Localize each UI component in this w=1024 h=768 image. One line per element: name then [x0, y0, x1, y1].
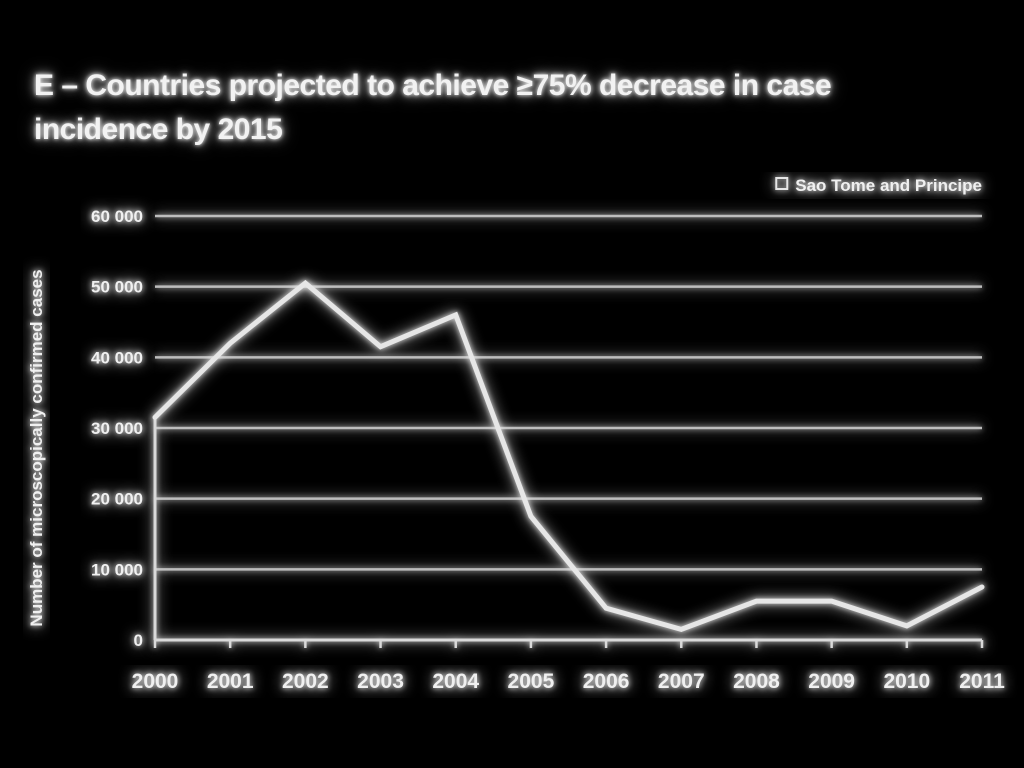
x-tick-label: 2010	[883, 670, 930, 693]
data-point-2008	[754, 599, 759, 604]
x-tick-label: 2008	[733, 670, 780, 693]
x-tick-labels: 2000 2001 2002 2003 2004 2005 2006 2007 2008 2009…	[132, 670, 1005, 693]
legend-label: Sao Tome and Principe	[795, 176, 982, 195]
data-point-2011	[980, 585, 984, 589]
data-point-2009	[829, 599, 834, 604]
data-point-2004	[453, 312, 458, 317]
y-tick-labels: 0 10 000 20 000 30 000 40 000 50 000 60 000	[91, 207, 143, 650]
y-tick-label: 0	[134, 631, 143, 650]
y-axis-label: Number of microscopically confirmed case…	[27, 269, 46, 626]
data-point-2007	[679, 627, 684, 632]
y-tick-label: 20 000	[91, 490, 143, 509]
x-tick-label: 2000	[132, 670, 179, 693]
y-tick-label: 40 000	[91, 348, 143, 367]
y-tick-label: 50 000	[91, 278, 143, 297]
x-tick-label: 2009	[808, 670, 855, 693]
series-line-0	[152, 279, 985, 633]
series-layer	[152, 279, 985, 633]
y-tick-label: 60 000	[91, 207, 143, 226]
x-tick-label: 2002	[282, 670, 329, 693]
chart-title: E – Countries projected to achieve ≥75% …	[34, 69, 832, 146]
x-tick-label: 2005	[508, 670, 555, 693]
data-point-2000	[153, 415, 157, 420]
data-point-2003	[378, 344, 383, 349]
x-tick-label: 2004	[432, 670, 479, 693]
data-point-2001	[228, 341, 233, 346]
y-tick-label: 30 000	[91, 419, 143, 438]
legend: Sao Tome and Principe	[775, 176, 982, 195]
data-point-2010	[904, 623, 909, 628]
x-tick-label: 2003	[357, 670, 404, 693]
x-tick-label: 2006	[583, 670, 630, 693]
gridlines	[155, 214, 982, 571]
data-point-2006	[604, 606, 609, 611]
y-tick-label: 10 000	[91, 560, 143, 579]
data-point-2005	[528, 514, 533, 519]
x-tick-label: 2001	[207, 670, 254, 693]
legend-swatch	[775, 177, 789, 190]
x-tick-label: 2011	[959, 670, 1005, 693]
axes	[153, 417, 984, 648]
x-tick-label: 2007	[658, 670, 705, 693]
data-point-2002	[303, 281, 308, 286]
